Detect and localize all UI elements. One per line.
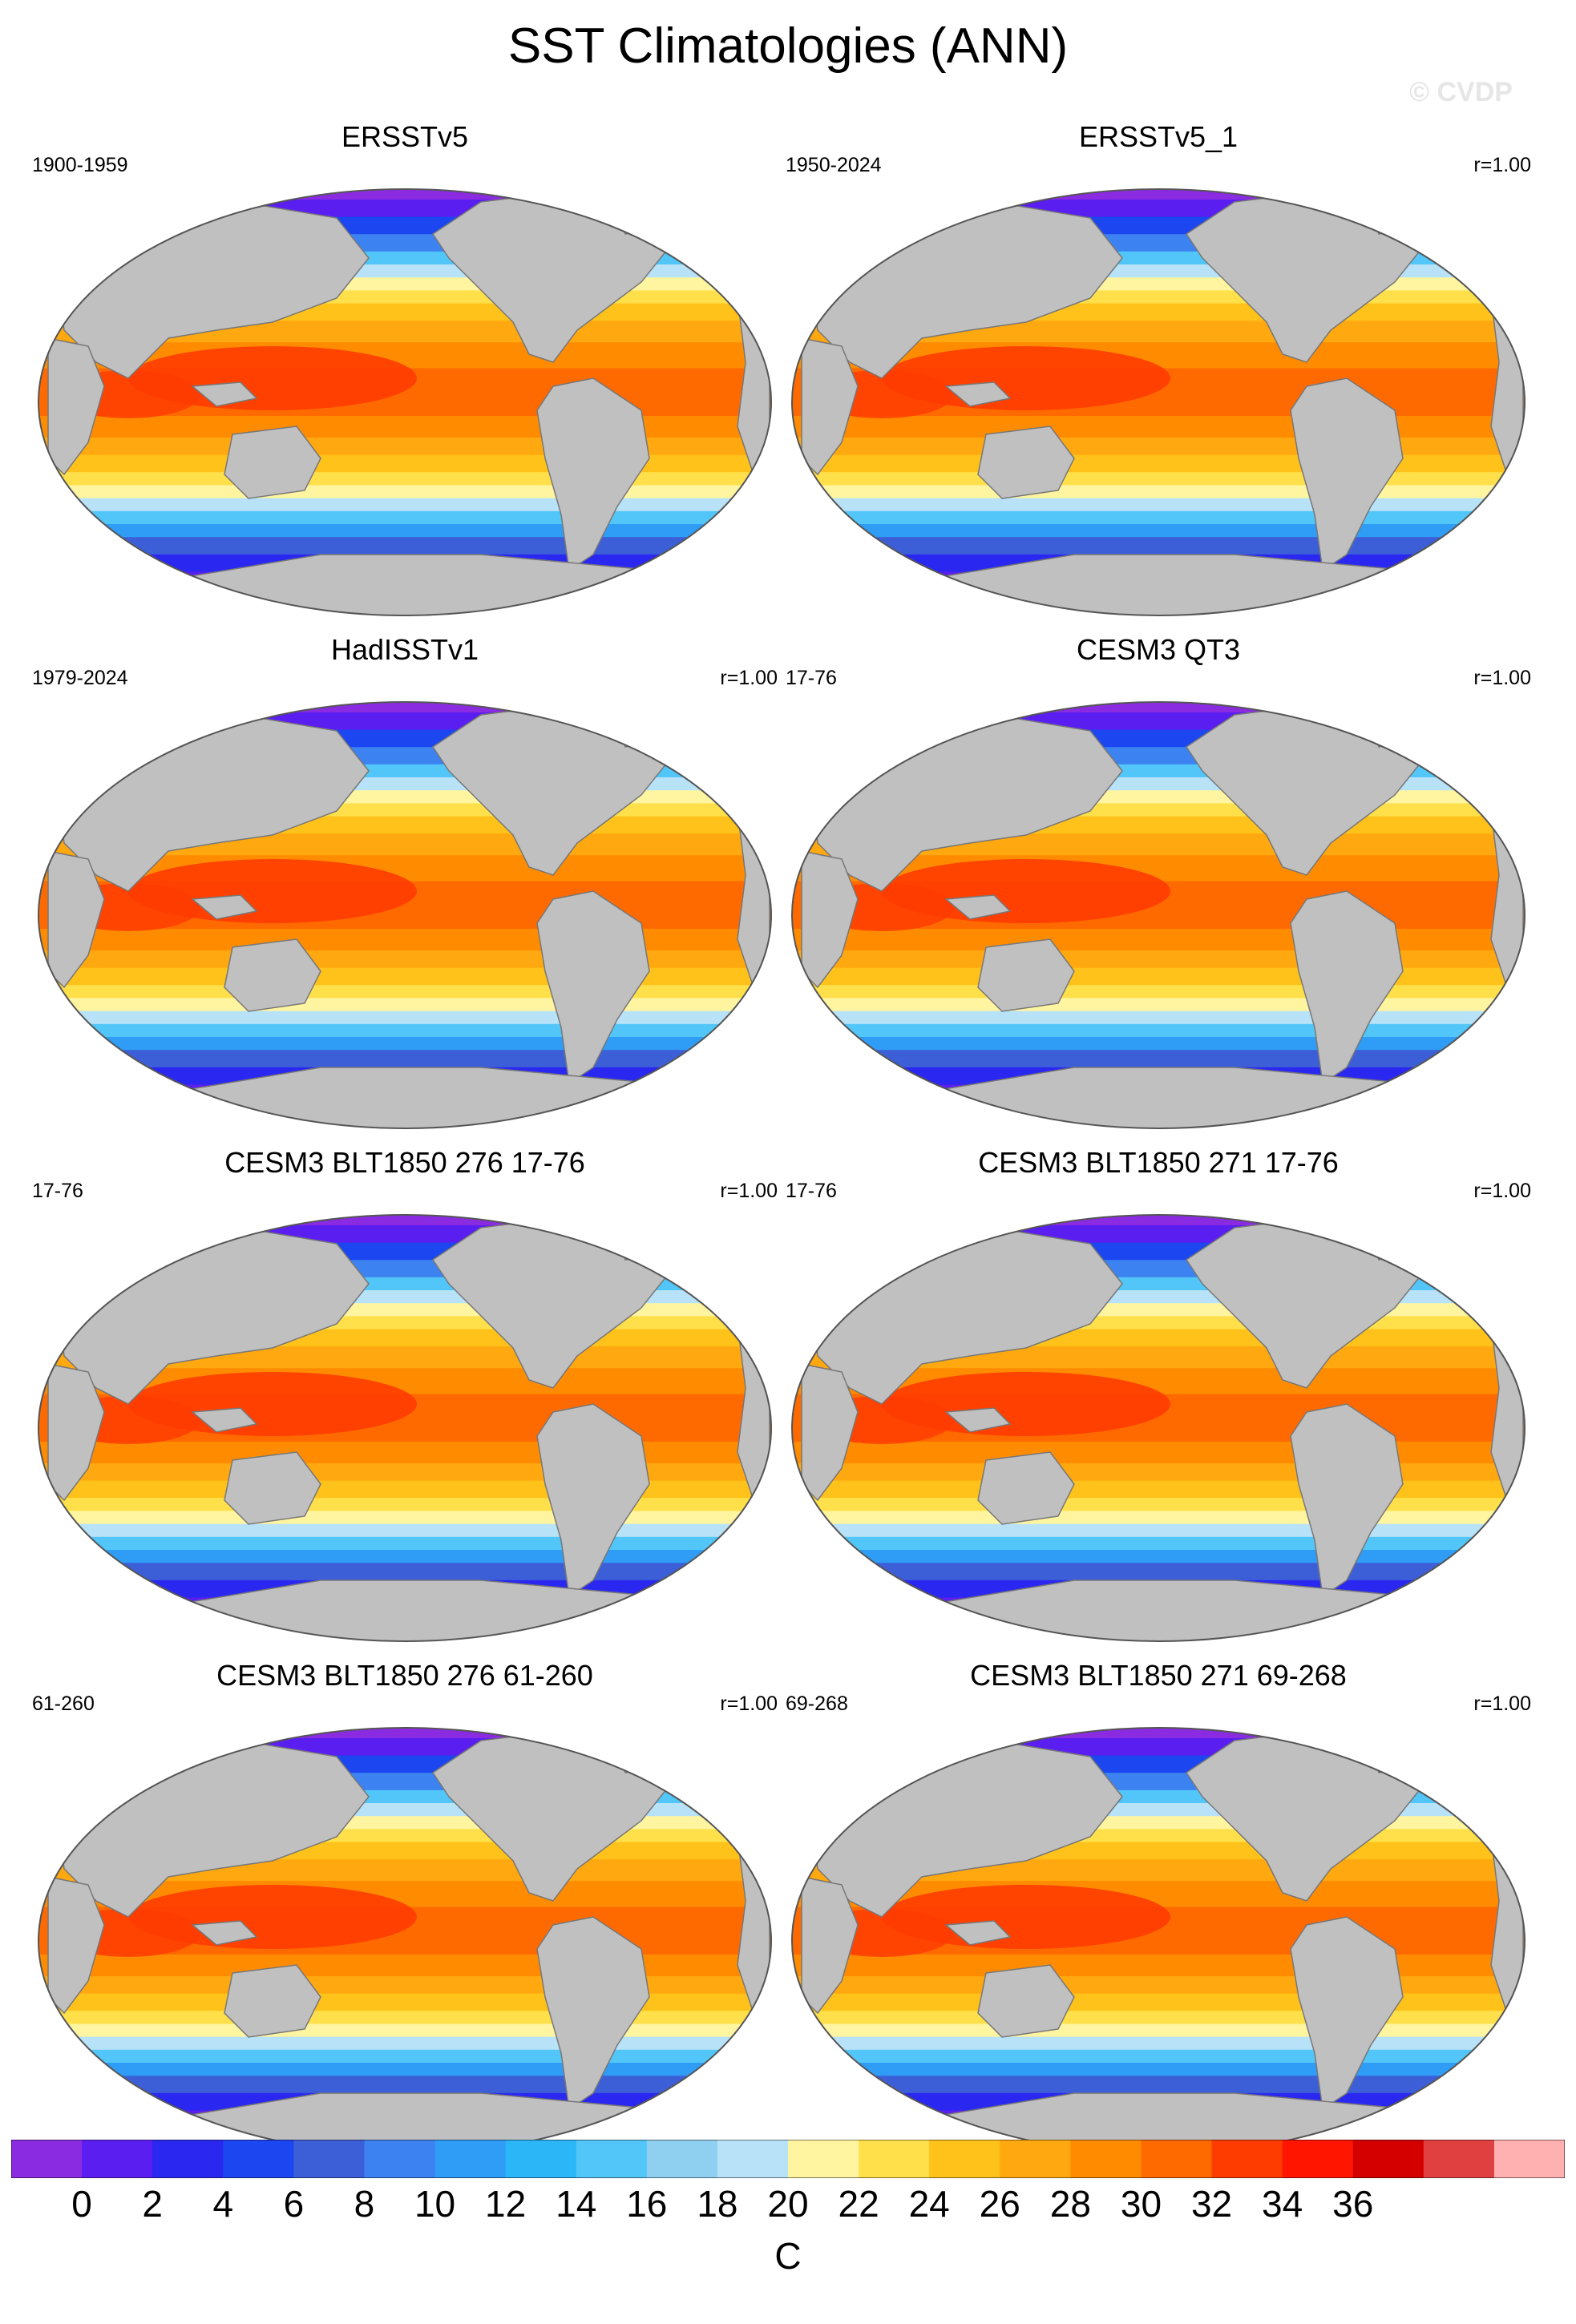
panel-years: 17-76 — [786, 1180, 837, 1202]
map-panel: CESM3 QT3 17-76 r=1.00 — [786, 633, 1531, 1130]
colorbar-swatch — [364, 2140, 436, 2178]
colorbar-swatch — [717, 2140, 789, 2178]
sst-map — [791, 1214, 1525, 1642]
colorbar-tick-label: 8 — [354, 2183, 375, 2225]
panel-title: CESM3 BLT1850 271 69-268 — [970, 1659, 1347, 1692]
colorbar-swatch — [576, 2140, 648, 2178]
sst-map — [38, 1727, 772, 2155]
panel-correlation: r=1.00 — [1473, 154, 1531, 176]
colorbar-tick-label: 26 — [979, 2183, 1020, 2225]
colorbar-tick-label: 0 — [71, 2183, 92, 2225]
panel-title: CESM3 QT3 — [1076, 633, 1241, 666]
colorbar-tick-label: 18 — [697, 2183, 738, 2225]
colorbar-swatch — [646, 2140, 718, 2178]
colorbar-swatch — [1423, 2140, 1495, 2178]
panel-title: CESM3 BLT1850 276 17-76 — [224, 1146, 585, 1179]
panel-years: 1950-2024 — [786, 154, 882, 176]
colorbar-swatch — [152, 2140, 224, 2178]
colorbar-swatch — [82, 2140, 153, 2178]
panel-years: 61-260 — [32, 1693, 95, 1715]
colorbar — [11, 2140, 1565, 2178]
colorbar-swatch — [1493, 2140, 1565, 2178]
map-panel: CESM3 BLT1850 271 17-76 17-76 r=1.00 — [786, 1146, 1531, 1643]
map-panel: ERSSTv5 1900-1959 — [32, 120, 778, 617]
colorbar-tick-label: 24 — [908, 2183, 950, 2225]
colorbar-swatch — [11, 2140, 83, 2178]
map-panel: CESM3 BLT1850 276 17-76 17-76 r=1.00 — [32, 1146, 778, 1643]
panel-years: 69-268 — [786, 1693, 848, 1715]
map-panel: HadISSTv1 1979-2024 r=1.00 — [32, 633, 778, 1130]
panel-years: 17-76 — [32, 1180, 83, 1202]
sst-map — [791, 188, 1525, 616]
colorbar-tick-label: 22 — [838, 2183, 879, 2225]
watermark-logo: © CVDP — [1409, 77, 1513, 107]
panel-title: ERSSTv5 — [341, 120, 469, 153]
map-panel: CESM3 BLT1850 276 61-260 61-260 r=1.00 — [32, 1659, 778, 2156]
colorbar-swatch — [1282, 2140, 1354, 2178]
panel-title: ERSSTv5_1 — [1078, 120, 1239, 153]
panel-title: CESM3 BLT1850 276 61-260 — [216, 1659, 593, 1692]
colorbar-tick-label: 4 — [212, 2183, 234, 2225]
panel-years: 17-76 — [786, 667, 837, 689]
sst-map — [791, 1727, 1525, 2155]
colorbar-swatch — [1211, 2140, 1283, 2178]
colorbar-units: C — [774, 2235, 802, 2277]
colorbar-tick-label: 20 — [767, 2183, 809, 2225]
sst-map — [38, 701, 772, 1129]
panel-correlation: r=1.00 — [1473, 1180, 1531, 1202]
sst-map — [38, 188, 772, 616]
colorbar-swatch — [293, 2140, 365, 2178]
colorbar-tick-label: 14 — [556, 2183, 597, 2225]
colorbar-tick-label: 12 — [485, 2183, 527, 2225]
colorbar-tick-label: 30 — [1120, 2183, 1162, 2225]
colorbar-tick-label: 36 — [1332, 2183, 1374, 2225]
colorbar-swatch — [1141, 2140, 1213, 2178]
colorbar-swatch — [223, 2140, 294, 2178]
colorbar-tick-label: 2 — [142, 2183, 163, 2225]
sst-map — [38, 1214, 772, 1642]
colorbar-labels: 0 2 4 6 8 10 12 14 16 18 20 22 24 26 28 30 32 34 36 — [0, 2182, 1576, 2230]
colorbar-tick-label: 28 — [1049, 2183, 1091, 2225]
panel-years: 1979-2024 — [32, 667, 128, 689]
colorbar-swatch — [434, 2140, 507, 2178]
colorbar-swatch — [1352, 2140, 1424, 2178]
colorbar-swatch — [505, 2140, 577, 2178]
colorbar-tick-label: 16 — [626, 2183, 668, 2225]
panel-years: 1900-1959 — [32, 154, 128, 176]
map-panel: CESM3 BLT1850 271 69-268 69-268 r=1.00 — [786, 1659, 1531, 2156]
sst-map — [791, 701, 1525, 1129]
colorbar-swatch — [1000, 2140, 1071, 2178]
colorbar-tick-label: 10 — [414, 2183, 456, 2225]
panel-correlation: r=1.00 — [720, 667, 778, 689]
panel-title: HadISSTv1 — [330, 633, 479, 666]
colorbar-tick-label: 32 — [1190, 2183, 1233, 2225]
panel-correlation: r=1.00 — [720, 1180, 778, 1202]
map-panel: ERSSTv5_1 1950-2024 r=1.00 — [786, 120, 1531, 617]
panel-correlation: r=1.00 — [720, 1693, 778, 1715]
panel-correlation: r=1.00 — [1473, 667, 1531, 689]
colorbar-tick-label: 34 — [1262, 2183, 1303, 2225]
colorbar-swatch — [859, 2140, 930, 2178]
colorbar-swatch — [788, 2140, 859, 2178]
panel-title: CESM3 BLT1850 271 17-76 — [978, 1146, 1339, 1179]
figure-title: SST Climatologies (ANN) — [507, 18, 1069, 74]
colorbar-swatch — [1070, 2140, 1142, 2178]
colorbar-tick-label: 6 — [283, 2183, 305, 2225]
panel-correlation: r=1.00 — [1473, 1693, 1531, 1715]
colorbar-swatch — [929, 2140, 1000, 2178]
